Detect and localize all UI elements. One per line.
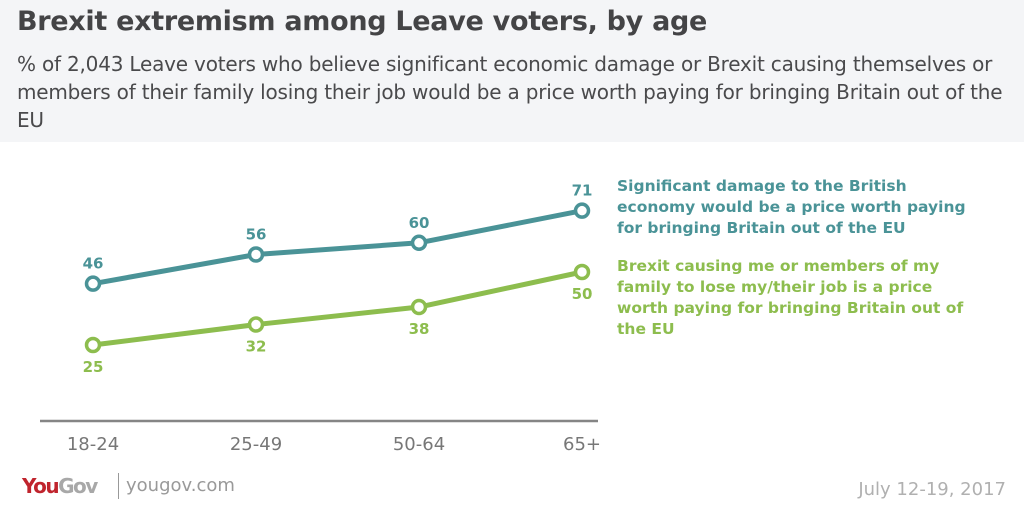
data-label: 71 (572, 182, 593, 200)
data-point[interactable] (247, 316, 265, 333)
data-label: 46 (83, 255, 104, 273)
data-label: 25 (83, 358, 104, 376)
data-label: 60 (409, 214, 430, 232)
data-point[interactable] (410, 298, 428, 316)
data-label: 32 (246, 338, 267, 356)
survey-date: July 12-19, 2017 (858, 479, 1006, 500)
data-point[interactable] (84, 336, 102, 354)
data-point[interactable] (247, 246, 265, 263)
x-tick-label: 25-49 (230, 434, 282, 455)
footer-divider (118, 473, 119, 499)
data-point[interactable] (84, 275, 102, 292)
legend-series-economy: Significant damage to the British econom… (617, 177, 966, 237)
line-chart: 18-24 25-49 50-64 65+ 46 56 60 71 25 32 38 50 (40, 182, 601, 455)
yougov-logo: YouGov (22, 474, 98, 498)
chart-subtitle: % of 2,043 Leave voters who believe sign… (17, 52, 1003, 132)
x-tick-label: 50-64 (393, 434, 445, 455)
series-0: 46 56 60 71 (83, 182, 593, 292)
legend-series-job: Brexit causing me or members of my famil… (617, 257, 964, 338)
x-tick-label: 18-24 (67, 434, 119, 455)
header: Brexit extremism among Leave voters, by … (0, 0, 1024, 142)
x-tick-label: 65+ (563, 434, 601, 455)
data-point[interactable] (573, 263, 591, 281)
chart-title: Brexit extremism among Leave voters, by … (17, 6, 708, 37)
data-label: 56 (246, 225, 267, 243)
data-label: 38 (409, 320, 430, 338)
series-line (92, 269, 583, 348)
data-label: 50 (572, 285, 593, 303)
data-point[interactable] (573, 202, 591, 219)
footer-url[interactable]: yougov.com (126, 475, 235, 496)
data-point[interactable] (410, 234, 428, 252)
series-1: 25 32 38 50 (83, 263, 593, 376)
series-line (92, 208, 583, 287)
